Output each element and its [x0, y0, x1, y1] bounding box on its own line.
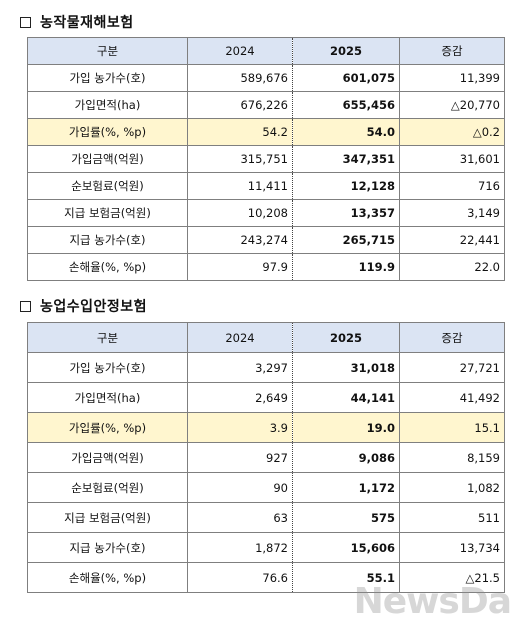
revenue-insurance-table: 구분 2024 2025 증감 가입 농가수(호) 3,297 31,018 2… — [27, 322, 505, 593]
value-change: △21.5 — [399, 562, 505, 593]
table-row: 가입 농가수(호) 589,676 601,075 11,399 — [27, 64, 505, 92]
value-2024: 10,208 — [187, 199, 293, 227]
row-label: 지급 농가수(호) — [27, 532, 188, 563]
crop-insurance-table: 구분 2024 2025 증감 가입 농가수(호) 589,676 601,07… — [27, 37, 505, 281]
value-2025: 15,606 — [292, 532, 400, 563]
value-change: 716 — [399, 172, 505, 200]
value-2024: 76.6 — [187, 562, 293, 593]
value-2024: 54.2 — [187, 118, 293, 146]
table-row: 지급 보험금(억원) 63 575 511 — [27, 502, 505, 533]
table-row: 가입금액(억원) 927 9,086 8,159 — [27, 442, 505, 473]
section-title-crop-insurance: 농작물재해보험 — [20, 12, 134, 32]
value-2025: 13,357 — [292, 199, 400, 227]
value-2024: 3.9 — [187, 412, 293, 443]
value-2025: 9,086 — [292, 442, 400, 473]
value-2025: 55.1 — [292, 562, 400, 593]
table-header-row: 구분 2024 2025 증감 — [27, 322, 505, 353]
value-change: 15.1 — [399, 412, 505, 443]
value-2025: 54.0 — [292, 118, 400, 146]
value-change: 22.0 — [399, 253, 505, 281]
value-change: 511 — [399, 502, 505, 533]
row-label: 지급 보험금(억원) — [27, 502, 188, 533]
row-label: 가입면적(ha) — [27, 382, 188, 413]
value-2025: 265,715 — [292, 226, 400, 254]
section-title-text: 농업수입안정보험 — [40, 299, 148, 315]
value-change: 41,492 — [399, 382, 505, 413]
checkbox-square-icon — [20, 16, 31, 28]
row-label: 순보험료(억원) — [27, 472, 188, 503]
table-row-highlighted: 가입률(%, %p) 54.2 54.0 △0.2 — [27, 118, 505, 146]
table-row: 지급 농가수(호) 243,274 265,715 22,441 — [27, 226, 505, 254]
value-2024: 11,411 — [187, 172, 293, 200]
value-2025: 655,456 — [292, 91, 400, 119]
table-row: 손해율(%, %p) 76.6 55.1 △21.5 — [27, 562, 505, 593]
value-2024: 1,872 — [187, 532, 293, 563]
table-row: 가입금액(억원) 315,751 347,351 31,601 — [27, 145, 505, 173]
row-label: 지급 보험금(억원) — [27, 199, 188, 227]
table-header-row: 구분 2024 2025 증감 — [27, 37, 505, 65]
value-2024: 315,751 — [187, 145, 293, 173]
row-label: 가입금액(억원) — [27, 145, 188, 173]
table-row: 가입면적(ha) 676,226 655,456 △20,770 — [27, 91, 505, 119]
value-change: △0.2 — [399, 118, 505, 146]
value-2025: 31,018 — [292, 352, 400, 383]
table-row: 손해율(%, %p) 97.9 119.9 22.0 — [27, 253, 505, 281]
value-change: 11,399 — [399, 64, 505, 92]
header-2024: 2024 — [187, 37, 293, 65]
value-change: 8,159 — [399, 442, 505, 473]
value-2024: 2,649 — [187, 382, 293, 413]
value-2024: 243,274 — [187, 226, 293, 254]
section-title-text: 농작물재해보험 — [40, 15, 134, 31]
value-change: 13,734 — [399, 532, 505, 563]
value-change: △20,770 — [399, 91, 505, 119]
table-row: 순보험료(억원) 11,411 12,128 716 — [27, 172, 505, 200]
row-label: 가입률(%, %p) — [27, 412, 188, 443]
row-label: 지급 농가수(호) — [27, 226, 188, 254]
table-row: 지급 농가수(호) 1,872 15,606 13,734 — [27, 532, 505, 563]
value-change: 22,441 — [399, 226, 505, 254]
value-2024: 97.9 — [187, 253, 293, 281]
value-2024: 589,676 — [187, 64, 293, 92]
row-label: 가입금액(억원) — [27, 442, 188, 473]
value-change: 31,601 — [399, 145, 505, 173]
row-label: 가입률(%, %p) — [27, 118, 188, 146]
value-2024: 90 — [187, 472, 293, 503]
value-2025: 601,075 — [292, 64, 400, 92]
value-change: 3,149 — [399, 199, 505, 227]
value-2025: 347,351 — [292, 145, 400, 173]
header-2025: 2025 — [292, 37, 400, 65]
value-2025: 1,172 — [292, 472, 400, 503]
header-category: 구분 — [27, 322, 188, 353]
header-2024: 2024 — [187, 322, 293, 353]
value-2024: 63 — [187, 502, 293, 533]
checkbox-square-icon — [20, 300, 31, 312]
row-label: 순보험료(억원) — [27, 172, 188, 200]
section-title-revenue-insurance: 농업수입안정보험 — [20, 296, 147, 316]
table-row: 가입면적(ha) 2,649 44,141 41,492 — [27, 382, 505, 413]
value-2025: 44,141 — [292, 382, 400, 413]
row-label: 가입면적(ha) — [27, 91, 188, 119]
value-change: 27,721 — [399, 352, 505, 383]
value-2024: 676,226 — [187, 91, 293, 119]
header-category: 구분 — [27, 37, 188, 65]
header-change: 증감 — [399, 322, 505, 353]
table-row: 지급 보험금(억원) 10,208 13,357 3,149 — [27, 199, 505, 227]
header-2025: 2025 — [292, 322, 400, 353]
header-change: 증감 — [399, 37, 505, 65]
value-2025: 12,128 — [292, 172, 400, 200]
value-2024: 3,297 — [187, 352, 293, 383]
table-row: 가입 농가수(호) 3,297 31,018 27,721 — [27, 352, 505, 383]
table-row: 순보험료(억원) 90 1,172 1,082 — [27, 472, 505, 503]
row-label: 손해율(%, %p) — [27, 253, 188, 281]
row-label: 가입 농가수(호) — [27, 64, 188, 92]
value-2025: 575 — [292, 502, 400, 533]
row-label: 손해율(%, %p) — [27, 562, 188, 593]
table-row-highlighted: 가입률(%, %p) 3.9 19.0 15.1 — [27, 412, 505, 443]
value-2024: 927 — [187, 442, 293, 473]
value-2025: 119.9 — [292, 253, 400, 281]
value-2025: 19.0 — [292, 412, 400, 443]
value-change: 1,082 — [399, 472, 505, 503]
row-label: 가입 농가수(호) — [27, 352, 188, 383]
